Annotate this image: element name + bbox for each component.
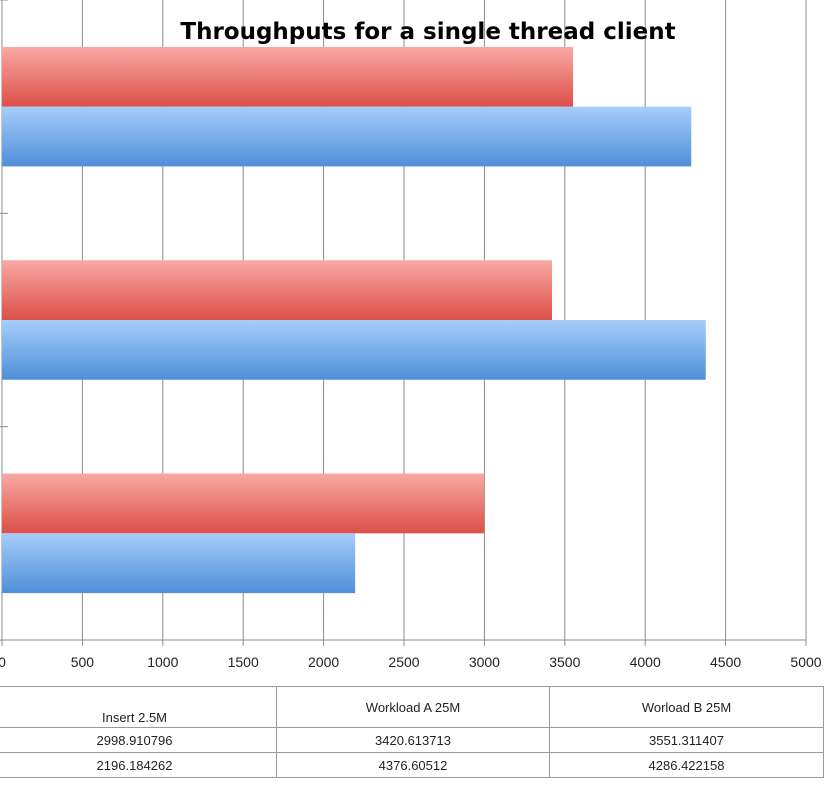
bar-chart: 0 500 1000 1500 2000 2500 3000 3500 4000 4500 5000…: [0, 0, 822, 670]
bar-red-2: [2, 46, 574, 107]
data-table: Insert 2.5M Workload A 25M Worload B 25M…: [0, 686, 824, 778]
x-tick-label: 2500: [388, 654, 419, 670]
bar-blue-0: [2, 533, 356, 594]
bar-red-0: [2, 473, 485, 534]
bar-blue-2: [2, 106, 692, 167]
x-tick-label: 2000: [308, 654, 339, 670]
table-header-workload-b: Worload B 25M: [549, 686, 824, 728]
x-tick-label: 5000: [790, 654, 821, 670]
table-cell: 4286.422158: [549, 752, 824, 778]
table-cell: 2196.184262: [0, 752, 277, 778]
table-row: 2998.910796 3420.613713 3551.311407: [0, 727, 824, 753]
table-header-row: Insert 2.5M Workload A 25M Worload B 25M: [0, 686, 824, 728]
x-tick-label: 3500: [549, 654, 580, 670]
table-cell: 4376.60512: [276, 752, 550, 778]
chart-title: Throughputs for a single thread client: [180, 19, 675, 45]
x-tick-label: 1500: [228, 654, 259, 670]
bar-blue-1: [2, 320, 706, 380]
bar-red-1: [2, 260, 553, 320]
x-tick-label: 4000: [630, 654, 661, 670]
x-tick-label: 0: [0, 654, 6, 670]
x-tick-label: 1000: [147, 654, 178, 670]
table-cell: 3420.613713: [276, 727, 550, 753]
table-row: 2196.184262 4376.60512 4286.422158: [0, 752, 824, 778]
x-tick-label: 500: [71, 654, 95, 670]
table-header-insert: Insert 2.5M: [0, 686, 277, 728]
x-tick-label: 3000: [469, 654, 500, 670]
table-cell: 2998.910796: [0, 727, 277, 753]
x-tick-label: 4500: [710, 654, 741, 670]
table-cell: 3551.311407: [549, 727, 824, 753]
table-header-workload-a: Workload A 25M: [276, 686, 550, 728]
